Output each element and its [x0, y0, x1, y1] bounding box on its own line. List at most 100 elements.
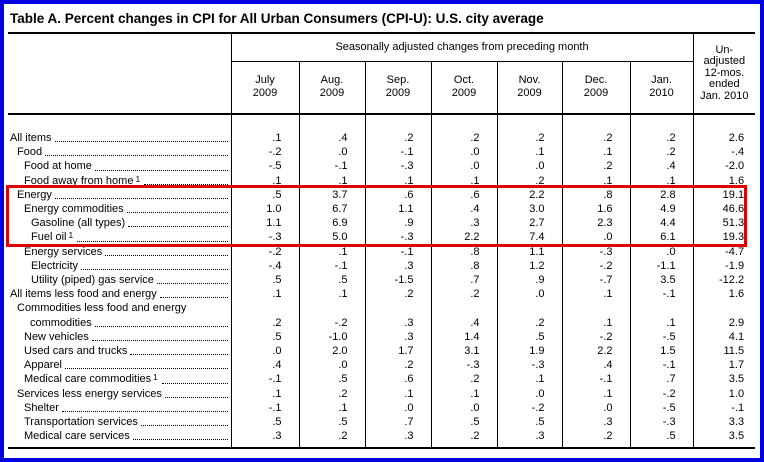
value-cell: .0 [298, 145, 365, 160]
dot-leader [164, 396, 228, 398]
value-cell: -.7 [561, 273, 630, 288]
value-cell: .1 [496, 145, 562, 160]
value-cell: .4 [629, 159, 694, 174]
value-cell: 5.0 [298, 230, 365, 245]
dot-leader [91, 340, 228, 342]
row-label: Food [17, 146, 43, 159]
value-cell: .6 [364, 187, 431, 203]
row-label: Food at home [24, 160, 92, 173]
value-cell: .0 [430, 159, 497, 174]
table-row: Services less energy services .1.2.1.1.0.… [8, 386, 756, 401]
table-row: New vehicles .5 -1.0.3 1.4.5 -.2 -.5 4.1 [8, 329, 756, 345]
value-cell: 2.3 [561, 216, 630, 231]
value-cell: -2.0 [692, 159, 756, 174]
value-cell: .3 [364, 329, 431, 345]
month-column-header: Nov. 2009 [496, 61, 562, 115]
value-cell: .0 [496, 287, 562, 302]
value-cell: 3.3 [692, 415, 756, 430]
table-row: Commodities less food and energy commodit… [8, 301, 756, 330]
value-cell: .2 [364, 114, 431, 146]
row-label-cell: Food at home [8, 159, 231, 173]
value-cell: 4.1 [692, 329, 756, 345]
value-cell: .5 [496, 329, 562, 345]
value-cell: 1.2 [496, 258, 562, 274]
dot-leader [130, 354, 228, 356]
dot-leader [64, 368, 228, 370]
month-column-header: Oct. 2009 [430, 61, 497, 115]
value-cell: 2.8 [629, 187, 694, 203]
value-cell: -.5 [629, 400, 694, 416]
dot-leader [128, 226, 228, 228]
value-cell: -.4 [692, 145, 756, 160]
value-cell: .5 [230, 187, 299, 203]
table-row: Utility (piped) gas service .5.5 -1.5.7.9-… [8, 273, 756, 288]
value-cell: 1.7 [364, 344, 431, 359]
value-cell: -1.1 [629, 258, 694, 274]
value-cell: .1 [561, 386, 630, 401]
value-cell: .1 [561, 287, 630, 302]
dot-leader [94, 325, 228, 327]
value-cell: .2 [496, 301, 562, 330]
footnote-marker: 1 [153, 372, 158, 383]
row-label-cell: New vehicles [8, 330, 231, 344]
value-cell: .9 [496, 273, 562, 288]
unadjusted-column-header: Un- adjusted 12-mos. ended Jan. 2010 [692, 33, 756, 115]
row-label-cell: Energy [8, 188, 231, 202]
table-row: Fuel oil 1 -.3 5.0 -.3 2.2 7.4.0 6.1 19.3 [8, 230, 756, 245]
value-cell: 2.2 [496, 187, 562, 203]
footnote-marker: 1 [68, 230, 74, 241]
row-label: Energy [17, 188, 52, 201]
value-cell: -4.7 [692, 244, 756, 259]
value-cell: -.4 [230, 258, 299, 274]
dot-leader [94, 169, 228, 171]
value-cell: -.3 [430, 358, 497, 373]
value-cell: .8 [561, 187, 630, 203]
value-cell: .8 [430, 244, 497, 259]
value-cell: -.2 [230, 244, 299, 259]
value-cell: .1 [298, 287, 365, 302]
row-label: Used cars and trucks [24, 345, 128, 358]
value-cell: .0 [629, 244, 694, 259]
value-cell: .0 [496, 159, 562, 174]
value-cell: .0 [298, 358, 365, 373]
table-row: Energy commodities 1.0 6.7 1.1.4 3.0 1.6 4.9 46… [8, 202, 756, 217]
value-cell: .0 [230, 344, 299, 359]
value-cell: .5 [298, 273, 365, 288]
value-cell: .5 [298, 372, 365, 387]
value-cell: 3.5 [692, 372, 756, 387]
value-cell: .1 [629, 301, 694, 330]
value-cell: .0 [561, 400, 630, 416]
value-cell: .0 [430, 400, 497, 416]
dot-leader [105, 254, 228, 256]
value-cell: .2 [496, 114, 562, 146]
row-label-cell: Medical care commodities 1 [8, 372, 231, 386]
row-label-cell: Commodities less food and energy commodit… [8, 301, 231, 329]
value-cell: -.1 [230, 400, 299, 416]
value-cell: -.3 [629, 415, 694, 430]
value-cell: .1 [298, 173, 365, 188]
value-cell: .2 [430, 114, 497, 146]
table-row: Transportation services .5.5.7.5.5.3 -.3 3.… [8, 415, 756, 430]
month-column-header: Aug. 2009 [298, 61, 365, 115]
table-row: Used cars and trucks .0 2.0 1.7 3.1 1.9 2.2 1.5… [8, 344, 756, 359]
row-label: Utility (piped) gas service [31, 274, 154, 287]
value-cell: .0 [430, 145, 497, 160]
row-label-cell: Food [8, 145, 231, 159]
value-cell: .2 [629, 114, 694, 146]
value-cell: .3 [430, 216, 497, 231]
dot-leader [140, 425, 228, 427]
row-label: Apparel [24, 359, 62, 372]
value-cell: -.1 [298, 258, 365, 274]
month-header-row: July 2009 Aug. 2009 Sep. 2009 Oct. 2009 Nov.… [8, 61, 755, 115]
value-cell: .2 [230, 301, 299, 330]
value-cell: .1 [629, 173, 694, 188]
value-cell: -.1 [298, 159, 365, 174]
table-row: Shelter -.1.1.0.0 -.2.0 -.5 -.1 [8, 400, 756, 416]
table-row: Electricity -.4 -.1.3.8 1.2 -.2 -1.1 -1.9 [8, 258, 756, 274]
table-title: Table A. Percent changes in CPI for All … [10, 11, 544, 26]
value-cell: 19.3 [692, 230, 756, 245]
value-cell: 1.6 [692, 173, 756, 188]
value-cell: .5 [629, 429, 694, 449]
dot-leader [61, 411, 228, 413]
